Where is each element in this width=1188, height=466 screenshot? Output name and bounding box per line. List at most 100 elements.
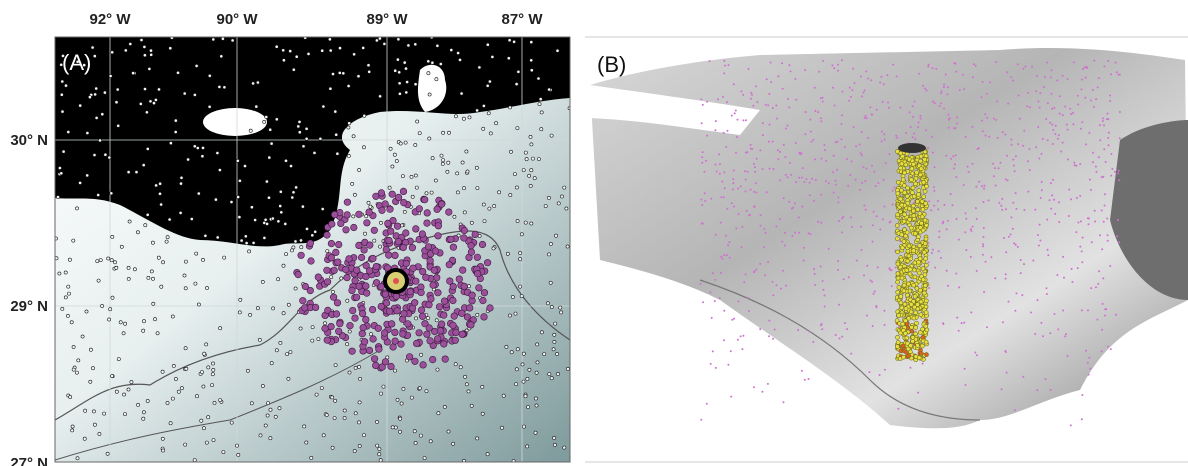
column-point (914, 170, 920, 175)
trajectory-point (714, 278, 717, 281)
panel-a-frame (54, 36, 571, 463)
trajectory-point (958, 286, 961, 289)
plume-point (366, 267, 374, 275)
trajectory-point (980, 96, 983, 99)
station (237, 215, 242, 220)
column-point (917, 243, 922, 248)
trajectory-point (1023, 209, 1026, 211)
station (564, 206, 569, 211)
trajectory-point (775, 284, 778, 287)
trajectory-point (745, 209, 748, 212)
trajectory-point (957, 329, 960, 332)
station (59, 171, 64, 176)
trajectory-point (940, 90, 943, 93)
trajectory-point (814, 158, 816, 161)
station (529, 68, 534, 73)
column-point (919, 199, 925, 204)
station (75, 456, 80, 461)
trajectory-point (755, 268, 758, 271)
trajectory-point (765, 78, 768, 81)
trajectory-point (878, 374, 881, 376)
station (200, 370, 204, 375)
plume-point (301, 282, 310, 291)
station (164, 239, 169, 244)
column-point (895, 191, 901, 196)
trajectory-point (932, 100, 934, 103)
station (511, 459, 516, 462)
station (394, 159, 399, 163)
station (555, 48, 560, 53)
trajectory-point (823, 305, 826, 308)
trajectory-point (729, 350, 732, 353)
plume-point (301, 304, 309, 312)
station (347, 370, 352, 375)
trajectory-point (1019, 272, 1022, 275)
trajectory-point (947, 118, 950, 121)
station (126, 387, 131, 392)
trajectory-point (1075, 197, 1078, 199)
plume-point (381, 358, 390, 366)
trajectory-point (819, 97, 822, 100)
trajectory-point (953, 62, 956, 64)
trajectory-point (748, 214, 751, 216)
station (284, 158, 288, 163)
column-point (899, 257, 904, 263)
trajectory-point (837, 196, 840, 199)
trajectory-point (840, 59, 843, 62)
trajectory-point (1015, 207, 1018, 210)
plume-point (463, 313, 472, 321)
trajectory-point (1035, 90, 1038, 93)
column-point (921, 180, 927, 185)
trajectory-point (827, 182, 830, 185)
trajectory-point (794, 202, 796, 205)
trajectory-point (1067, 215, 1070, 217)
column-point (919, 343, 925, 349)
station (201, 426, 206, 431)
plume-point (423, 330, 431, 338)
trajectory-point (1089, 188, 1092, 191)
trajectory-point (870, 79, 873, 82)
station (552, 332, 557, 337)
plume-point (411, 299, 419, 307)
trajectory-point (1014, 155, 1017, 158)
plume-point (385, 236, 393, 245)
trajectory-point (743, 281, 746, 284)
column-point (922, 283, 928, 288)
station (378, 244, 383, 249)
plume-point (327, 323, 335, 331)
station (366, 63, 371, 68)
trajectory-point (849, 95, 852, 98)
trajectory-point (955, 116, 958, 119)
station (70, 428, 75, 433)
trajectory-point (860, 225, 863, 228)
station (192, 144, 197, 149)
trajectory-point (1056, 79, 1059, 82)
station (126, 276, 131, 281)
station (237, 310, 242, 315)
plume-point (438, 200, 446, 208)
plume-point (429, 281, 437, 289)
plume-point (480, 289, 489, 297)
column-point (901, 183, 907, 188)
trajectory-point (982, 245, 985, 248)
trajectory-point (890, 285, 893, 288)
station (378, 458, 383, 462)
trajectory-point (875, 215, 878, 218)
column-point (902, 301, 908, 307)
station (147, 67, 152, 71)
trajectory-point (971, 225, 974, 228)
column-point (918, 225, 923, 230)
column-point (899, 202, 905, 208)
station (205, 286, 209, 290)
trajectory-point (1088, 356, 1091, 359)
station (333, 398, 338, 403)
station (509, 350, 514, 355)
station (337, 71, 342, 75)
trajectory-point (750, 91, 753, 94)
trajectory-point (753, 190, 756, 193)
column-point (919, 220, 924, 226)
station (453, 362, 458, 367)
trajectory-point (1083, 66, 1086, 69)
trajectory-point (992, 175, 995, 178)
trajectory-point (1013, 409, 1016, 412)
